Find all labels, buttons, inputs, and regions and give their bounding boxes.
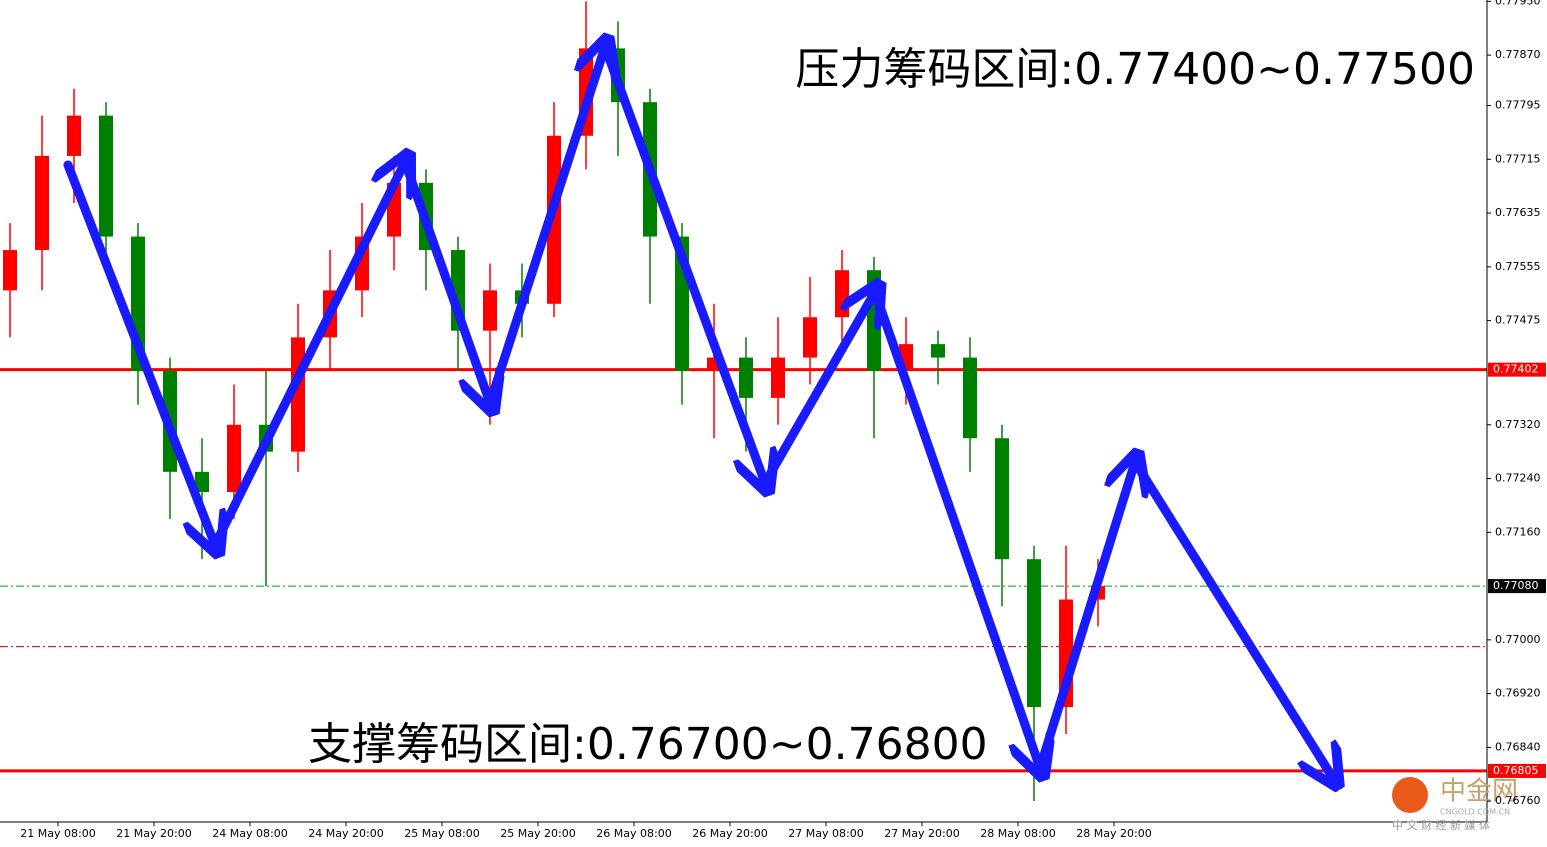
candle-body bbox=[35, 155, 49, 251]
x-tick-label: 21 May 20:00 bbox=[116, 827, 191, 840]
watermark: 中金网 CNGOLD.COM.CN 中 文 财 经 新 媒 体 bbox=[1392, 777, 1518, 832]
plot-area bbox=[0, 0, 1487, 822]
candle-body bbox=[739, 357, 753, 398]
y-tick-label: 0.77870 bbox=[1495, 48, 1541, 61]
watermark-logo bbox=[1392, 777, 1428, 813]
candle-body bbox=[3, 250, 17, 291]
price-level-label: 0.77402 bbox=[1493, 363, 1539, 376]
x-tick-label: 28 May 20:00 bbox=[1076, 827, 1151, 840]
watermark-slogan: 中 文 财 经 新 媒 体 bbox=[1392, 818, 1490, 832]
y-tick-label: 0.77320 bbox=[1495, 418, 1541, 431]
trend-arrows bbox=[63, 47, 1333, 778]
price-level-tag bbox=[1488, 362, 1546, 377]
price-level-tag bbox=[1488, 763, 1546, 778]
x-tick-label: 25 May 20:00 bbox=[500, 827, 575, 840]
watermark-site: CNGOLD.COM.CN bbox=[1440, 808, 1510, 817]
y-tick-label: 0.77715 bbox=[1495, 152, 1541, 165]
y-tick-label: 0.77795 bbox=[1495, 99, 1541, 112]
y-tick-label: 0.77160 bbox=[1495, 525, 1541, 538]
x-tick-label: 24 May 08:00 bbox=[212, 827, 287, 840]
x-tick-label: 26 May 20:00 bbox=[692, 827, 767, 840]
y-tick-label: 0.77000 bbox=[1495, 633, 1541, 646]
candle-body bbox=[227, 424, 241, 492]
candle-body bbox=[931, 344, 945, 358]
candle-body bbox=[67, 115, 81, 156]
y-tick-label: 0.76760 bbox=[1495, 794, 1541, 807]
candle-body bbox=[835, 270, 849, 318]
x-tick-label: 25 May 08:00 bbox=[404, 827, 479, 840]
candle-body bbox=[483, 290, 497, 331]
candle-body bbox=[99, 115, 113, 237]
x-tick-label: 27 May 08:00 bbox=[788, 827, 863, 840]
y-tick-label: 0.76840 bbox=[1495, 740, 1541, 753]
x-tick-label: 21 May 08:00 bbox=[20, 827, 95, 840]
price-level-label: 0.76805 bbox=[1493, 764, 1539, 777]
candle-body bbox=[547, 135, 561, 304]
y-tick-label: 0.77240 bbox=[1495, 472, 1541, 485]
candle-body bbox=[195, 471, 209, 492]
x-tick-label: 27 May 20:00 bbox=[884, 827, 959, 840]
price-level-label: 0.77080 bbox=[1493, 579, 1539, 592]
x-tick-label: 28 May 08:00 bbox=[980, 827, 1055, 840]
x-tick-label: 26 May 08:00 bbox=[596, 827, 671, 840]
support-annotation: 支撑筹码区间:0.76700~0.76800 bbox=[308, 719, 988, 770]
resistance-annotation: 压力筹码区间:0.77400~0.77500 bbox=[795, 44, 1475, 95]
y-tick-label: 0.77635 bbox=[1495, 206, 1541, 219]
y-tick-label: 0.77475 bbox=[1495, 314, 1541, 327]
price-level-tag bbox=[1488, 579, 1546, 594]
y-tick-label: 0.76920 bbox=[1495, 687, 1541, 700]
y-tick-label: 0.77555 bbox=[1495, 260, 1541, 273]
watermark-name: 中金网 bbox=[1440, 777, 1518, 807]
y-tick-label: 0.77950 bbox=[1495, 0, 1541, 7]
candle-body bbox=[771, 357, 785, 398]
candle-body bbox=[803, 317, 817, 358]
x-tick-label: 24 May 20:00 bbox=[308, 827, 383, 840]
candle-body bbox=[1027, 559, 1041, 708]
candle-body bbox=[867, 270, 881, 372]
candle-body bbox=[963, 357, 977, 439]
candle-body bbox=[995, 438, 1009, 560]
